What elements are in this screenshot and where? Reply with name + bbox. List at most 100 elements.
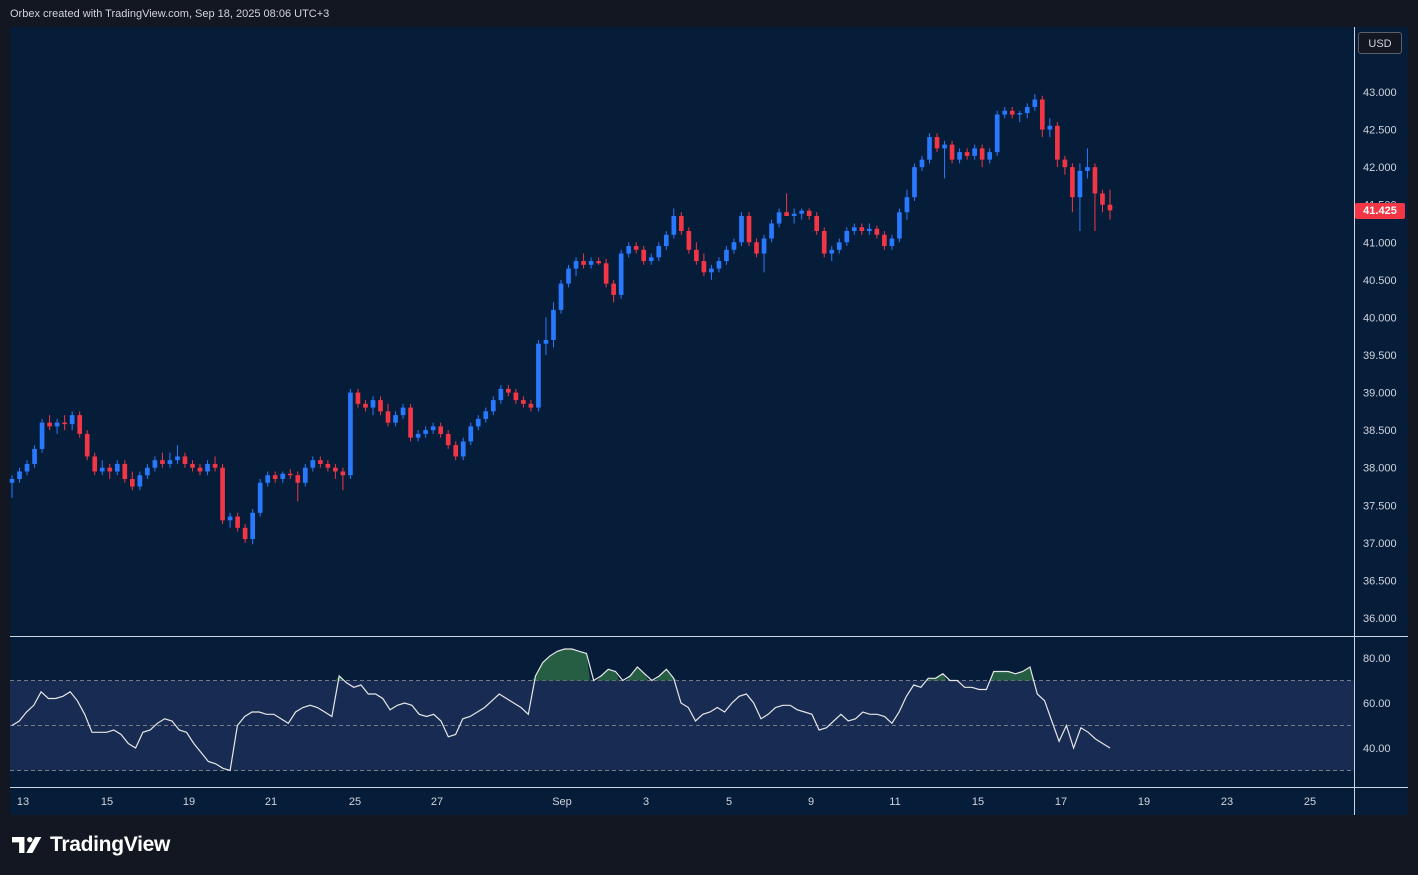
candle xyxy=(250,509,255,545)
candle xyxy=(618,249,624,299)
price-axis-background xyxy=(1354,27,1408,815)
candle-body xyxy=(62,422,67,425)
candle xyxy=(521,396,526,408)
candle xyxy=(506,385,511,397)
candle xyxy=(603,258,609,288)
candle xyxy=(633,242,639,254)
candle xyxy=(378,396,383,416)
candle xyxy=(671,208,677,239)
rsi-overbought-fill xyxy=(597,669,620,681)
time-tick-label: 27 xyxy=(431,796,443,808)
time-tick-label: 19 xyxy=(183,796,195,808)
candle xyxy=(731,238,737,254)
candle xyxy=(769,219,774,243)
candle-body xyxy=(280,473,286,479)
candle-body xyxy=(1055,125,1060,160)
candle-body xyxy=(242,527,248,540)
candle-body xyxy=(295,475,301,483)
candle-body xyxy=(355,392,361,404)
candle-body xyxy=(84,433,90,457)
candle xyxy=(566,264,571,288)
candle xyxy=(663,231,669,250)
candle xyxy=(1077,163,1083,232)
candle xyxy=(445,430,451,449)
candle-body xyxy=(611,283,616,295)
candle-body xyxy=(874,228,880,235)
candle-body xyxy=(821,231,827,254)
candle xyxy=(423,426,428,438)
candle xyxy=(408,403,413,442)
candle-body xyxy=(310,460,316,468)
candle-body xyxy=(686,231,692,250)
rsi-tick-label: 80.00 xyxy=(1363,653,1391,665)
time-tick-label: 15 xyxy=(101,796,113,808)
candle-body xyxy=(1062,159,1068,168)
candle xyxy=(287,469,293,479)
candle-body xyxy=(558,283,564,310)
candle-body xyxy=(1002,110,1008,115)
price-tick-label: 43.000 xyxy=(1363,87,1397,99)
candle-body xyxy=(784,212,789,216)
price-tick-label: 41.000 xyxy=(1363,237,1397,249)
candle-body xyxy=(114,463,120,472)
candle xyxy=(333,463,338,479)
candle xyxy=(821,227,827,258)
candle xyxy=(987,148,993,164)
price-tick-label: 37.000 xyxy=(1363,538,1397,550)
candle xyxy=(280,471,286,483)
candle xyxy=(438,422,444,438)
candle-body xyxy=(265,475,271,483)
candle xyxy=(340,467,346,491)
candle xyxy=(716,257,722,273)
candle-body xyxy=(145,467,150,476)
candle-body xyxy=(994,114,1000,153)
price-tick-label: 38.000 xyxy=(1363,463,1397,475)
candle xyxy=(882,231,887,250)
candle xyxy=(596,257,601,265)
currency-selector-button[interactable]: USD xyxy=(1358,32,1402,54)
candle xyxy=(62,415,67,431)
candle xyxy=(355,388,361,408)
candle xyxy=(513,388,519,404)
candle xyxy=(678,212,684,235)
time-tick-label: 25 xyxy=(349,796,361,808)
candle xyxy=(190,460,195,472)
candle-body xyxy=(851,227,857,232)
candle-body xyxy=(927,137,932,160)
candle-body xyxy=(573,261,579,269)
candle xyxy=(220,463,225,525)
candle-body xyxy=(694,249,699,262)
candle xyxy=(69,411,75,431)
candle-body xyxy=(1047,125,1053,130)
price-tick-label: 39.000 xyxy=(1363,388,1397,400)
candle xyxy=(160,452,165,468)
candle-body xyxy=(949,144,955,160)
candle-body xyxy=(633,246,639,250)
candle-body xyxy=(528,403,534,408)
candle-body xyxy=(205,463,210,472)
candle xyxy=(47,415,52,431)
candle xyxy=(498,385,504,404)
candle-body xyxy=(17,471,22,479)
candle-body xyxy=(656,246,662,258)
candle xyxy=(318,456,323,468)
candle xyxy=(1009,107,1015,119)
candle-body xyxy=(506,388,511,393)
candle xyxy=(874,225,880,239)
candle-body xyxy=(32,448,37,464)
candle-body xyxy=(423,430,428,434)
candle xyxy=(175,445,180,464)
candle-body xyxy=(77,415,83,434)
candle-body xyxy=(769,223,774,239)
price-tick-label: 39.500 xyxy=(1363,350,1397,362)
candle-body xyxy=(107,467,113,472)
candle-body xyxy=(24,463,30,472)
candle xyxy=(942,140,947,179)
candle-body xyxy=(438,426,444,434)
tradingview-logo[interactable]: TradingView xyxy=(12,832,170,858)
candle xyxy=(784,193,789,216)
candle xyxy=(32,445,37,468)
candle xyxy=(182,452,188,468)
candle-body xyxy=(348,392,353,476)
